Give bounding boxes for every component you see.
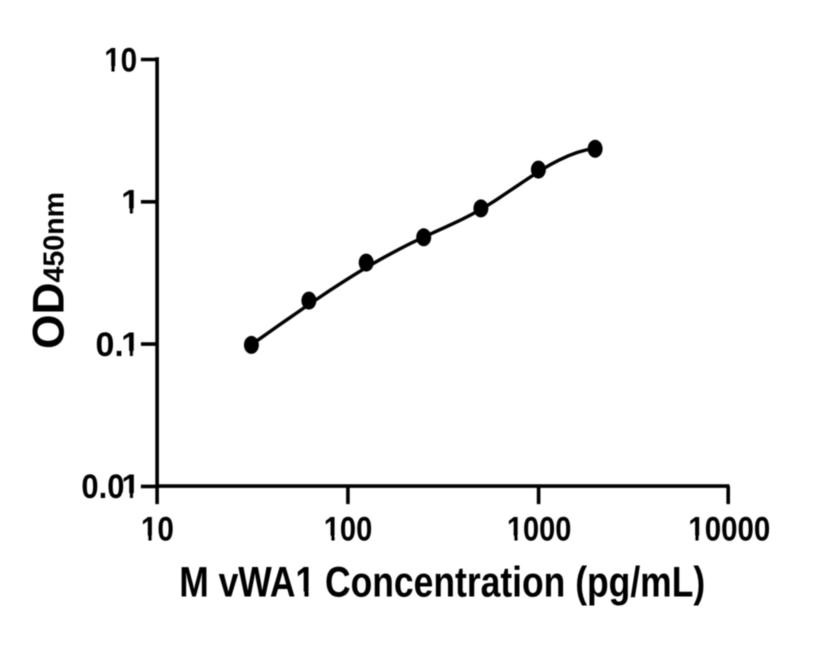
- svg-text:1: 1: [121, 326, 140, 364]
- svg-text:100: 100: [324, 511, 373, 549]
- svg-text:1: 1: [121, 183, 140, 221]
- svg-text:0.0: 0.0: [81, 468, 124, 506]
- svg-text:0.: 0.: [96, 326, 124, 364]
- svg-text:10: 10: [104, 41, 137, 79]
- svg-text:M vWA1 Concentration (pg/mL): M vWA1 Concentration (pg/mL): [179, 559, 705, 607]
- svg-text:10: 10: [141, 511, 174, 549]
- svg-text:1000: 1000: [507, 511, 572, 549]
- svg-text:1: 1: [121, 468, 140, 506]
- svg-text:10000: 10000: [688, 511, 770, 549]
